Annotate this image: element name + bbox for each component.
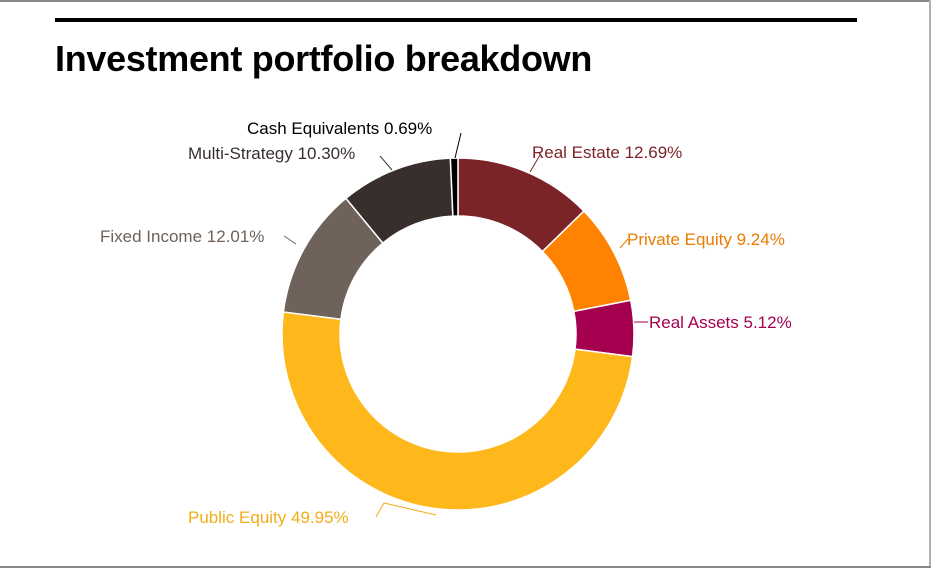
title-rule [55, 18, 857, 22]
slice-public-equity [281, 311, 634, 511]
leader-line-fixed-income [283, 235, 297, 245]
frame-bottom-border [0, 566, 931, 568]
chart-title: Investment portfolio breakdown [55, 38, 593, 79]
label-multi-strategy: Multi-Strategy 10.30% [188, 144, 355, 163]
frame-top-border [0, 0, 931, 2]
label-real-assets: Real Assets 5.12% [649, 313, 792, 332]
leader-line-cash-equivalents [454, 132, 462, 159]
label-private-equity: Private Equity 9.24% [627, 230, 785, 249]
leader-line-real-estate [529, 154, 541, 173]
label-cash-equivalents: Cash Equivalents 0.69% [247, 119, 432, 138]
label-fixed-income: Fixed Income 12.01% [100, 227, 264, 246]
slice-cash-equivalents [449, 157, 459, 217]
leader-line-public-equity [375, 502, 437, 518]
frame-right-border [929, 0, 931, 568]
leader-line-multi-strategy [379, 155, 393, 171]
leader-line-private-equity [619, 238, 629, 249]
label-public-equity: Public Equity 49.95% [188, 508, 349, 527]
label-real-estate: Real Estate 12.69% [532, 143, 682, 162]
